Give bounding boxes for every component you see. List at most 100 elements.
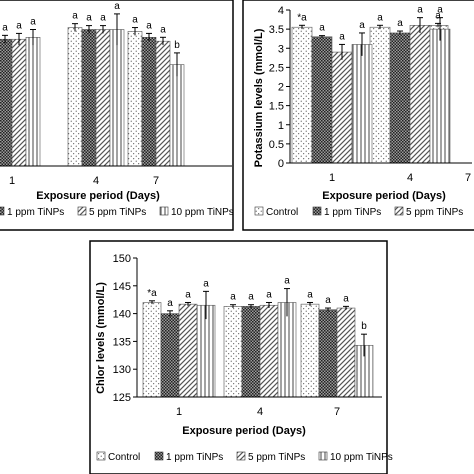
bar-label: a	[160, 24, 166, 35]
bar	[142, 302, 162, 398]
bar-label: a	[167, 298, 173, 309]
y-tick-label: 0	[278, 158, 284, 170]
bar-label: a	[343, 293, 349, 304]
x-tick-label: 1	[9, 175, 15, 187]
bar	[25, 36, 41, 167]
chart-2-x-ticks: 1 4 7	[176, 406, 340, 418]
legend-swatch	[159, 206, 169, 216]
bar-label: a	[230, 292, 236, 303]
y-tick-label: 140	[113, 309, 131, 321]
legend-swatch	[254, 206, 264, 216]
chart-1-x-title: Exposure period (Days)	[322, 190, 446, 202]
legend-label: 5 ppm TiNPs	[406, 207, 463, 218]
bar-label: a	[248, 292, 254, 303]
bar	[331, 51, 353, 164]
legend-swatch	[394, 206, 404, 216]
legend-swatch	[96, 451, 106, 461]
bar	[0, 38, 13, 167]
x-tick-label: 4	[93, 175, 99, 187]
x-tick-label: 1	[329, 172, 335, 184]
x-tick-label: 7	[465, 172, 471, 184]
bar-label: a	[2, 22, 8, 33]
panel-frame-chlor	[89, 240, 388, 474]
bar-label: *a	[297, 12, 307, 23]
panel-frame-potassium	[242, 0, 474, 231]
legend-label: 5 ppm TiNPs	[89, 207, 146, 218]
bar	[178, 303, 198, 398]
bar-label: a	[100, 13, 106, 24]
chart-2-x-title: Exposure period (Days)	[182, 425, 306, 437]
y-tick-label: 1	[278, 120, 284, 132]
y-tick-label: 130	[113, 364, 131, 376]
bar-label: a	[132, 15, 138, 26]
bar-label: a	[359, 20, 365, 31]
y-tick-label: 2.5	[269, 62, 284, 74]
legend-label: 1 ppm TiNPs	[166, 452, 223, 463]
legend-swatch	[154, 451, 164, 461]
y-tick-label: 135	[113, 336, 131, 348]
bar	[311, 36, 333, 164]
legend-label: Control	[108, 452, 140, 463]
bar	[127, 31, 143, 167]
bar	[409, 24, 431, 164]
y-tick-label: 3.5	[269, 24, 284, 36]
chart-0-x-title: Exposure period (Days)	[36, 190, 160, 202]
legend-label: 1 ppm TiNPs	[7, 207, 64, 218]
bar-label: a	[307, 289, 313, 300]
bar	[277, 302, 297, 398]
bar-label: a	[114, 1, 120, 12]
bar-label: a	[266, 289, 272, 300]
bar-label: a	[397, 18, 403, 29]
legend-swatch	[77, 206, 87, 216]
bar	[141, 36, 157, 167]
legend-swatch	[236, 451, 246, 461]
bar	[300, 303, 320, 398]
chart-0-x-ticks: 1 4 7	[9, 175, 159, 187]
chart-2-bars: *a a a a a a a a a a a b	[142, 276, 374, 398]
legend-swatch	[0, 206, 5, 216]
bar-label: a	[437, 5, 443, 16]
legend-chlor: Control 1 ppm TiNPs 5 ppm TiNPs 10 ppm TiNP…	[96, 451, 393, 463]
bar-label: a	[72, 11, 78, 22]
y-tick-label: 0.5	[269, 139, 284, 151]
legend-label: Control	[266, 207, 298, 218]
bar	[223, 306, 243, 398]
bar	[95, 29, 111, 167]
bar	[169, 64, 185, 167]
bar	[429, 28, 451, 164]
bar-label: a	[417, 5, 423, 16]
bar-label: a	[325, 295, 331, 306]
bar-label: a	[16, 20, 22, 31]
legend-label: 10 ppm TiNPs	[171, 207, 234, 218]
x-tick-label: 4	[407, 172, 413, 184]
bar	[259, 304, 279, 398]
bar	[155, 40, 171, 167]
bar	[109, 29, 125, 167]
bar-label: a	[185, 289, 191, 300]
panel-frame-sodium	[0, 0, 234, 231]
chart-2-y-ticks: 125 130 135 140 145 150	[113, 253, 137, 404]
chart-1-x-ticks: 1 4 7	[329, 172, 471, 184]
bar	[369, 26, 391, 164]
bar	[160, 313, 180, 398]
bar-label: *a	[147, 288, 157, 299]
bar-label: a	[284, 276, 290, 287]
legend-label: 1 ppm TiNPs	[324, 207, 381, 218]
chart-1-y-ticks: 0 0.5 1 1.5 2 2.5 3 3.5 4	[269, 5, 290, 170]
x-tick-label: 4	[257, 406, 263, 418]
bar-label: a	[146, 20, 152, 31]
legend-label: 10 ppm TiNPs	[330, 452, 393, 463]
y-tick-label: 2	[278, 82, 284, 94]
y-tick-label: 3	[278, 43, 284, 55]
bar-label: a	[377, 12, 383, 23]
bar	[336, 307, 356, 398]
chart-chlor: 125 130 135 140 145 150 *a a a a a a a a a a a b 1 4 7 Exp…	[95, 253, 382, 437]
bar-label: b	[174, 40, 180, 51]
y-tick-label: 4	[278, 5, 284, 17]
legend-sodium: 1 ppm TiNPs 5 ppm TiNPs 10 ppm TiNPs	[0, 206, 234, 218]
